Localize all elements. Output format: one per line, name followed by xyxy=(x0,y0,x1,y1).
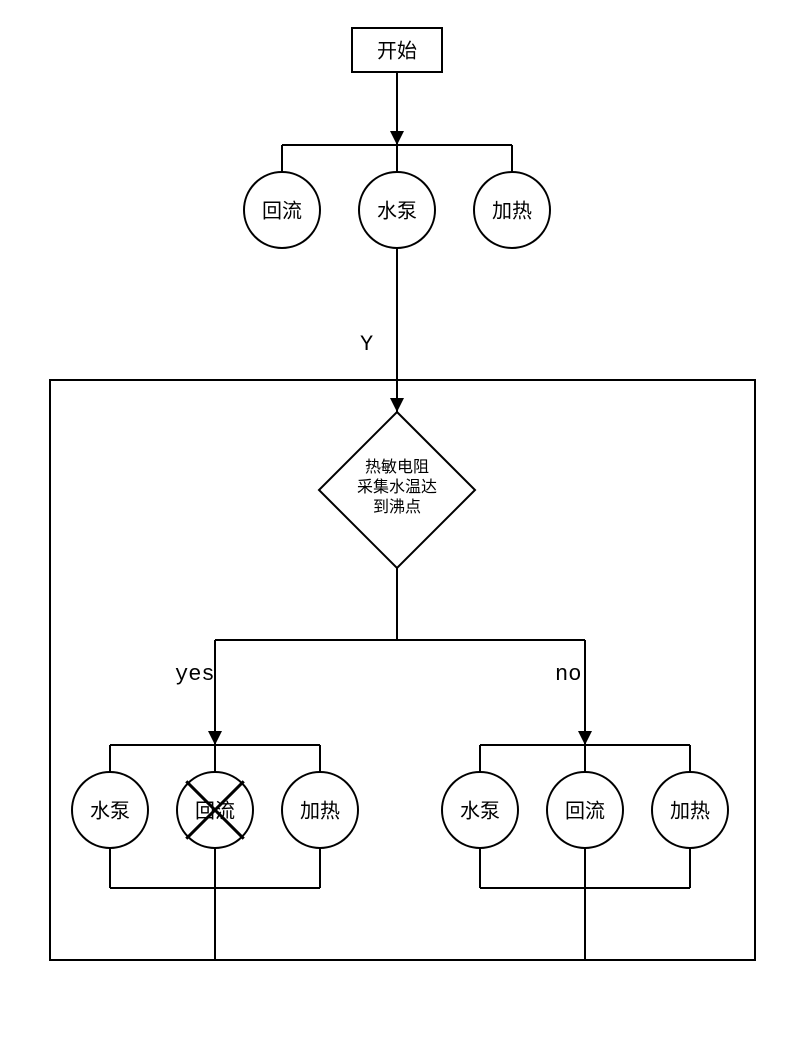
svg-text:加热: 加热 xyxy=(492,199,532,222)
svg-text:回流: 回流 xyxy=(565,799,605,822)
svg-text:no: no xyxy=(555,662,581,687)
svg-text:yes: yes xyxy=(175,662,215,687)
svg-text:到沸点: 到沸点 xyxy=(373,498,421,516)
svg-text:水泵: 水泵 xyxy=(460,799,500,822)
svg-text:采集水温达: 采集水温达 xyxy=(357,478,437,496)
svg-text:回流: 回流 xyxy=(262,199,302,222)
svg-text:Y: Y xyxy=(360,332,373,357)
flowchart-canvas: 开始回流水泵加热Y热敏电阻采集水温达到沸点yesno水泵回流加热水泵回流加热 xyxy=(0,0,800,1042)
svg-text:热敏电阻: 热敏电阻 xyxy=(365,458,429,476)
svg-text:水泵: 水泵 xyxy=(377,199,417,222)
svg-text:开始: 开始 xyxy=(377,39,417,62)
svg-text:加热: 加热 xyxy=(670,799,710,822)
svg-text:水泵: 水泵 xyxy=(90,799,130,822)
svg-text:加热: 加热 xyxy=(300,799,340,822)
